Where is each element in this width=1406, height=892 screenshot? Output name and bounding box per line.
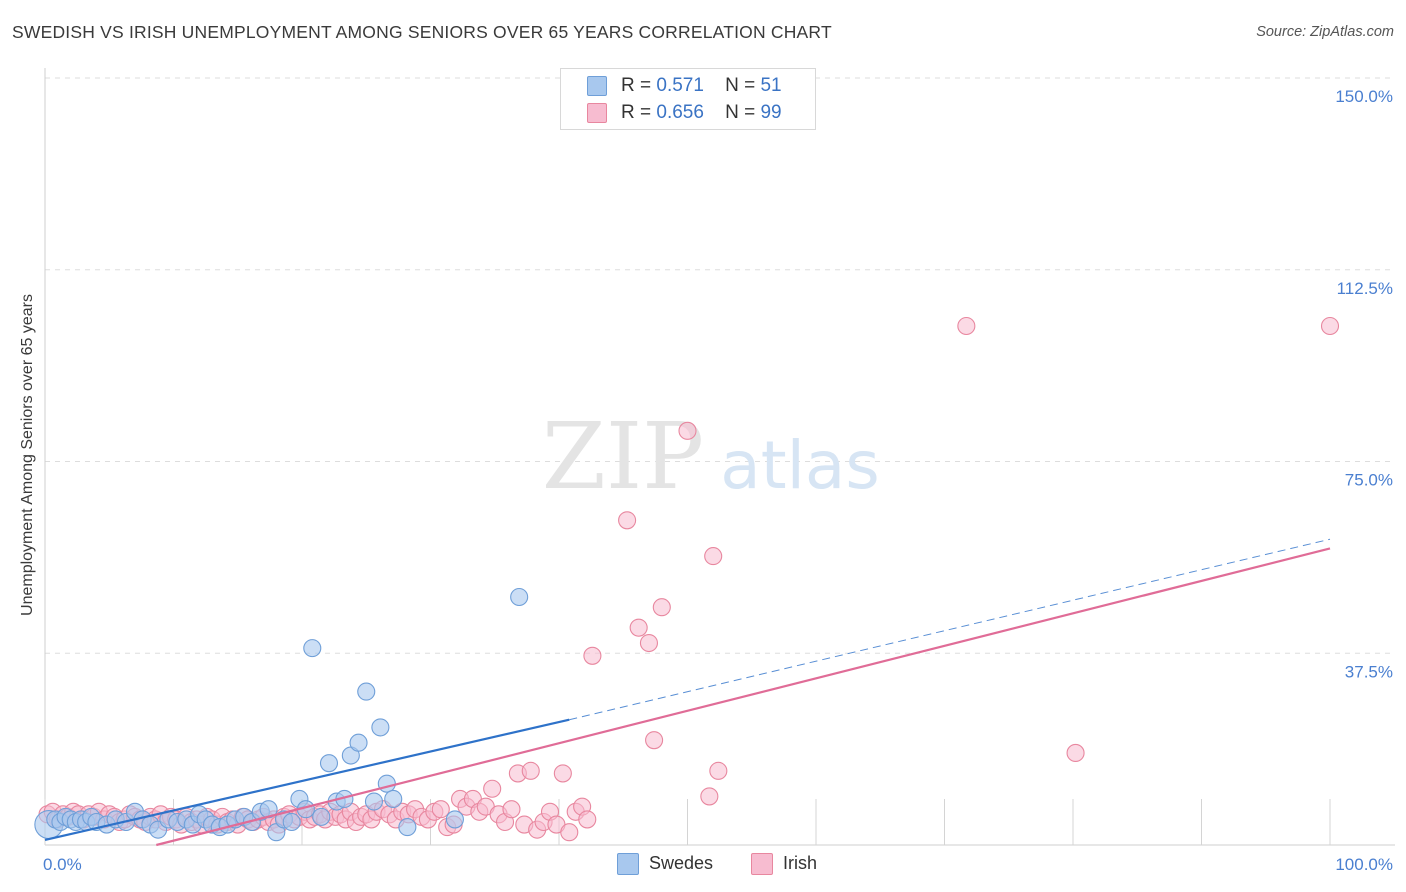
y-axis-label: Unemployment Among Seniors over 65 years xyxy=(19,294,36,616)
watermark-zip: ZIP xyxy=(542,403,704,510)
irish-point xyxy=(1320,316,1340,336)
watermark-atlas: atlas xyxy=(720,427,880,504)
swedes-point xyxy=(312,807,331,826)
irish-point xyxy=(583,646,602,665)
swedes-point xyxy=(357,682,376,701)
y-tick-label: 75.0% xyxy=(1345,471,1393,490)
irish-point xyxy=(704,547,723,566)
stats-r-label: R = xyxy=(621,75,652,96)
irish-point xyxy=(1066,743,1085,763)
y-tick-label: 150.0% xyxy=(1335,87,1393,106)
stats-n-label: N = xyxy=(725,102,756,123)
chart-title: SWEDISH VS IRISH UNEMPLOYMENT AMONG SENI… xyxy=(12,22,832,42)
irish-point xyxy=(709,761,728,780)
irish-point xyxy=(957,316,976,336)
irish-point xyxy=(578,810,597,829)
tick-labels: 37.5% 75.0% 112.5% 150.0% 0.0% 100.0% xyxy=(43,87,1393,874)
swedes-point xyxy=(349,733,368,752)
irish-point xyxy=(521,761,540,780)
legend-label: Swedes xyxy=(649,853,714,873)
swedes-point xyxy=(319,754,339,773)
swedes-legend-swatch xyxy=(617,853,639,875)
swedes-swatch xyxy=(587,76,607,96)
irish-point xyxy=(502,800,521,819)
x-tick-label: 100.0% xyxy=(1335,855,1393,874)
stats-n-value: 99 xyxy=(760,102,782,123)
swedes-point xyxy=(510,587,529,607)
swedes-point xyxy=(384,789,403,809)
swedes-point xyxy=(445,810,464,829)
swedes-point xyxy=(398,818,417,837)
swedes-points xyxy=(34,587,529,842)
stats-n-label: N = xyxy=(725,75,756,96)
irish-point xyxy=(652,598,671,617)
irish-swatch xyxy=(587,103,607,123)
irish-trend-line xyxy=(156,547,1331,847)
stats-box: R = 0.571 N = 51 R = 0.656 N = 99 xyxy=(560,68,816,130)
grid-lines xyxy=(45,77,1395,654)
watermark: ZIP atlas xyxy=(542,403,880,510)
y-tick-label: 37.5% xyxy=(1345,662,1393,681)
irish-point xyxy=(560,823,579,842)
irish-point xyxy=(618,511,637,530)
stats-r-value: 0.656 xyxy=(656,102,704,123)
y-tick-label: 112.5% xyxy=(1337,279,1393,298)
source-label: Source: ZipAtlas.com xyxy=(1256,24,1394,40)
irish-point xyxy=(483,779,502,798)
irish-point xyxy=(678,421,697,440)
trend-lines xyxy=(44,538,1331,847)
legend: Swedes Irish xyxy=(0,852,1406,878)
irish-point xyxy=(431,800,450,819)
irish-point xyxy=(639,633,659,653)
irish-legend-swatch xyxy=(751,853,773,875)
stats-n-value: 51 xyxy=(760,75,782,96)
swedes-trend-line xyxy=(44,718,570,841)
swedes-point xyxy=(364,792,384,811)
swedes-point xyxy=(371,718,390,737)
irish-points xyxy=(38,316,1340,842)
swedes-point xyxy=(303,639,322,658)
stats-r-label: R = xyxy=(621,102,652,123)
irish-point xyxy=(700,787,719,806)
x-tick-label: 0.0% xyxy=(43,855,82,874)
legend-label: Irish xyxy=(783,853,818,873)
irish-point xyxy=(629,618,648,637)
irish-point xyxy=(645,731,664,750)
irish-point xyxy=(553,764,572,783)
stats-r-value: 0.571 xyxy=(656,75,704,96)
swedes-trend-extension xyxy=(569,538,1331,721)
swedes-point xyxy=(377,774,396,793)
swedes-point xyxy=(282,812,301,832)
